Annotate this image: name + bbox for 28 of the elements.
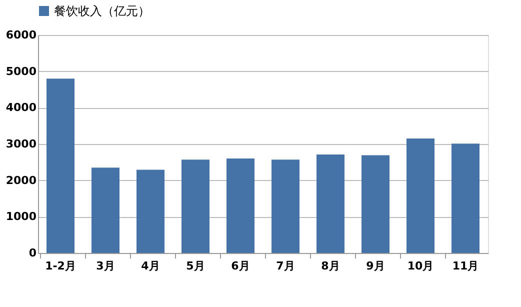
x-tick-label: 7月 bbox=[276, 260, 295, 272]
y-tick-label: 2000 bbox=[6, 174, 37, 187]
bar bbox=[272, 160, 300, 253]
bar bbox=[136, 170, 164, 253]
y-tick-label: 1000 bbox=[6, 210, 37, 224]
x-tick-label: 11月 bbox=[452, 260, 479, 272]
x-tick-label: 9月 bbox=[366, 260, 385, 272]
x-tick-label: 4月 bbox=[141, 260, 160, 272]
x-tick-label: 6月 bbox=[231, 260, 250, 272]
bar bbox=[452, 144, 480, 253]
x-tick-label: 10月 bbox=[407, 260, 434, 272]
bar bbox=[226, 158, 254, 253]
bar bbox=[406, 138, 434, 253]
x-tick-label: 8月 bbox=[321, 260, 340, 272]
legend-label: 餐饮收入（亿元） bbox=[54, 4, 150, 18]
y-tick-label: 4000 bbox=[6, 101, 37, 114]
bar bbox=[316, 154, 344, 253]
x-tick-label: 1-2月 bbox=[45, 260, 76, 272]
y-tick-label: 6000 bbox=[6, 28, 37, 42]
bar bbox=[46, 78, 74, 253]
x-tick-label: 5月 bbox=[186, 260, 205, 272]
y-tick-label: 5000 bbox=[6, 64, 37, 78]
bar bbox=[182, 160, 210, 253]
bar bbox=[362, 155, 390, 253]
y-tick-label: 0 bbox=[28, 246, 37, 260]
bar bbox=[92, 168, 120, 253]
y-tick-label: 3000 bbox=[6, 138, 37, 150]
x-tick-label: 3月 bbox=[96, 260, 115, 272]
